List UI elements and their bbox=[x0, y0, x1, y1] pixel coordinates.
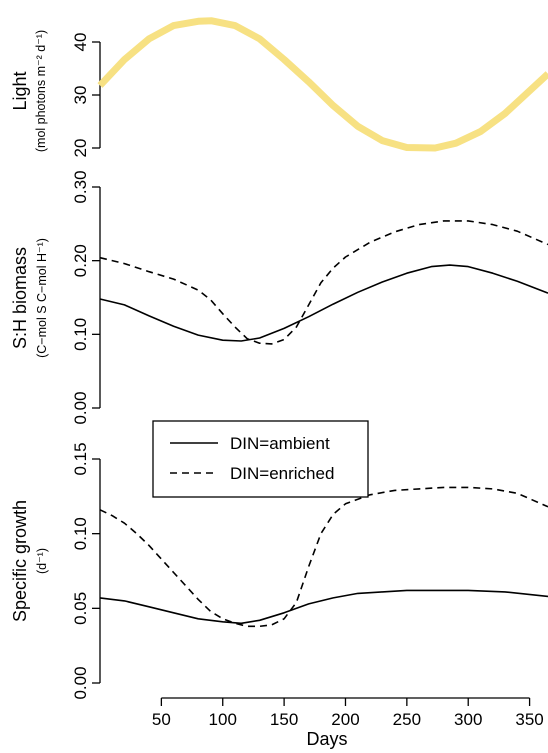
y-tick-label-sh-biomass: 0.00 bbox=[71, 391, 90, 424]
y-axis-title-specific-growth: Specific growth bbox=[10, 500, 30, 622]
x-tick-label: 150 bbox=[270, 710, 298, 729]
y-tick-label-sh-biomass: 0.30 bbox=[71, 170, 90, 203]
y-axis-title-sh-biomass: S:H biomass bbox=[10, 247, 30, 349]
y-axis-units-specific-growth: (d⁻¹) bbox=[35, 548, 49, 574]
y-tick-label-light: 40 bbox=[71, 33, 90, 52]
y-tick-label-specific-growth: 0.00 bbox=[71, 666, 90, 699]
series-line-specific-growth-din-enriched bbox=[99, 486, 548, 628]
x-tick-label: 50 bbox=[152, 710, 171, 729]
y-axis-units-light: (mol photons m⁻² d⁻¹) bbox=[34, 30, 48, 152]
legend-label: DIN=ambient bbox=[230, 434, 330, 453]
series-line-light-0 bbox=[97, 17, 548, 152]
legend-box bbox=[152, 420, 369, 498]
x-axis-title: Days bbox=[306, 729, 347, 749]
x-tick-label: 300 bbox=[454, 710, 482, 729]
y-tick-label-specific-growth: 0.05 bbox=[71, 592, 90, 625]
y-tick-label-specific-growth: 0.15 bbox=[71, 442, 90, 475]
panel-light: 20 30 40 Light (mol photons m⁻² d⁻¹) bbox=[10, 17, 548, 158]
x-tick-label: 250 bbox=[393, 710, 421, 729]
y-axis-title-light: Light bbox=[10, 71, 30, 110]
y-tick-label-sh-biomass: 0.20 bbox=[71, 244, 90, 277]
x-tick-label: 350 bbox=[515, 710, 543, 729]
y-axis-units-sh-biomass: (C−mol S C−mol H⁻¹) bbox=[35, 238, 49, 358]
legend-label: DIN=enriched bbox=[230, 464, 334, 483]
y-tick-label-specific-growth: 0.10 bbox=[71, 517, 90, 550]
series-line-sh-biomass-din-enriched bbox=[99, 220, 548, 345]
series-line-specific-growth-din-ambient bbox=[99, 589, 548, 625]
panel-specific-growth: 0.00 0.05 0.10 0.15 Specific growth (d⁻¹) 50 10… bbox=[10, 420, 548, 729]
series-line-sh-biomass-din-ambient bbox=[99, 264, 548, 342]
y-tick-label-light: 20 bbox=[71, 139, 90, 158]
legend: DIN=ambient DIN=enriched bbox=[152, 420, 369, 498]
x-tick-label: 100 bbox=[209, 710, 237, 729]
chart-panels: 20 30 40 Light (mol photons m⁻² d⁻¹) 0.00 0.10… bbox=[10, 17, 548, 729]
panel-sh-biomass: 0.00 0.10 0.20 0.30 S:H biomass (C−mol S C−mo… bbox=[10, 170, 548, 425]
x-tick-label: 200 bbox=[331, 710, 359, 729]
y-tick-label-light: 30 bbox=[71, 86, 90, 105]
y-tick-label-sh-biomass: 0.10 bbox=[71, 318, 90, 351]
